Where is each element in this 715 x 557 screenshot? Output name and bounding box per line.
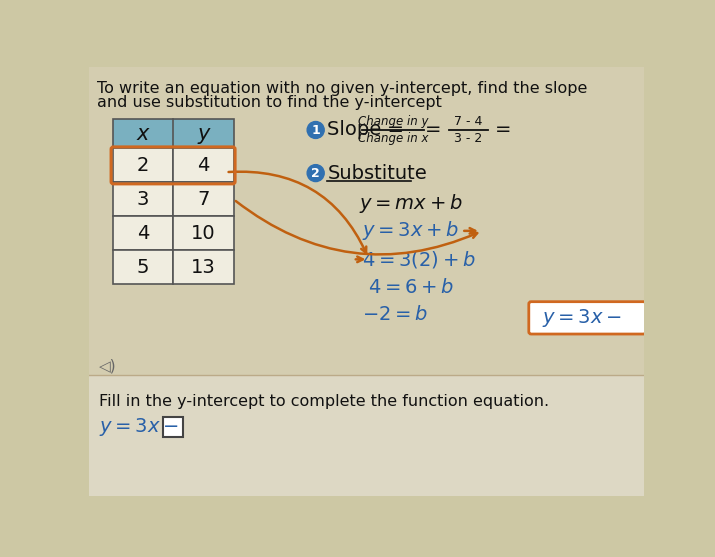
FancyBboxPatch shape [113,216,173,250]
Text: Slope =: Slope = [327,120,410,139]
Text: $y = 3x -$: $y = 3x -$ [542,307,621,329]
Text: =: = [425,120,442,139]
Text: 4: 4 [137,224,149,243]
Text: =: = [495,120,511,139]
FancyBboxPatch shape [173,149,234,182]
Text: Change in y: Change in y [358,115,428,128]
Circle shape [307,165,324,182]
FancyBboxPatch shape [113,250,173,284]
Text: $4 = 3(2) + b$: $4 = 3(2) + b$ [362,249,475,270]
Text: $4 = 6 + b$: $4 = 6 + b$ [368,277,454,296]
FancyBboxPatch shape [113,182,173,216]
FancyBboxPatch shape [89,375,644,496]
Text: and use substitution to find the y-intercept: and use substitution to find the y-inter… [97,95,442,110]
Text: $y = mx + b$: $y = mx + b$ [359,192,463,214]
Text: Fill in the y-intercept to complete the function equation.: Fill in the y-intercept to complete the … [99,394,549,409]
Text: y: y [197,124,209,144]
Text: 4: 4 [197,156,209,175]
Text: 7: 7 [197,190,209,209]
Text: ◁): ◁) [99,358,117,373]
FancyBboxPatch shape [173,250,234,284]
Text: Change in x: Change in x [358,132,428,145]
Text: 7 - 4: 7 - 4 [454,115,483,128]
Text: $y = 3x + b$: $y = 3x + b$ [363,219,460,242]
Text: 13: 13 [191,257,216,276]
Text: x: x [137,124,149,144]
Text: $y = 3x -$: $y = 3x -$ [99,416,179,438]
Text: 2: 2 [311,167,320,180]
Circle shape [307,121,324,139]
FancyBboxPatch shape [163,417,183,437]
FancyBboxPatch shape [89,67,644,496]
Text: 3 - 2: 3 - 2 [454,132,483,145]
FancyBboxPatch shape [529,302,646,334]
FancyBboxPatch shape [173,182,234,216]
Text: 2: 2 [137,156,149,175]
Text: Substitute: Substitute [327,164,427,183]
Text: $-2 = b$: $-2 = b$ [363,305,428,324]
Text: 5: 5 [137,257,149,276]
FancyBboxPatch shape [113,149,173,182]
Text: 3: 3 [137,190,149,209]
FancyBboxPatch shape [113,119,234,149]
Text: To write an equation with no given y-intercept, find the slope: To write an equation with no given y-int… [97,81,588,96]
Text: 1: 1 [311,124,320,137]
Text: 10: 10 [191,224,216,243]
FancyBboxPatch shape [173,216,234,250]
